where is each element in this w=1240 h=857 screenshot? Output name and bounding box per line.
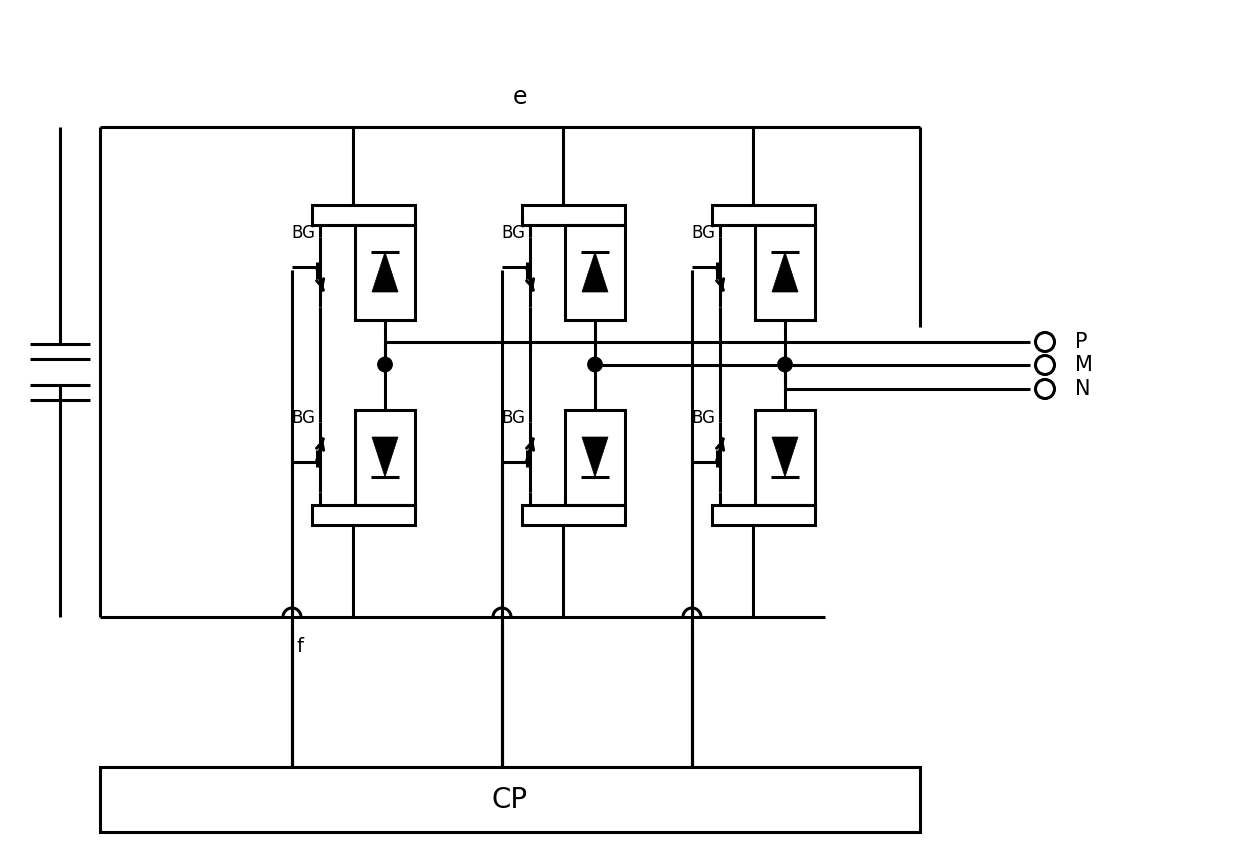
Text: BG: BG [501, 224, 525, 242]
Bar [355, 410, 415, 505]
Circle shape [588, 357, 603, 372]
Bar [522, 205, 625, 225]
Bar [565, 410, 625, 505]
Circle shape [378, 357, 392, 372]
Text: e: e [513, 85, 527, 109]
Text: BG: BG [691, 409, 715, 427]
Text: BG: BG [291, 224, 315, 242]
Polygon shape [372, 252, 398, 292]
Text: P: P [1075, 332, 1087, 352]
Text: BG: BG [691, 224, 715, 242]
Text: M: M [1075, 355, 1092, 375]
Text: f: f [296, 637, 304, 656]
Bar [755, 225, 815, 320]
Bar [312, 205, 415, 225]
Bar [522, 505, 625, 524]
Polygon shape [582, 437, 608, 477]
Text: BG: BG [291, 409, 315, 427]
Text: CP: CP [492, 786, 528, 813]
Bar [755, 410, 815, 505]
Bar [712, 205, 815, 225]
Polygon shape [582, 252, 608, 292]
Bar [712, 505, 815, 524]
Bar [100, 767, 920, 832]
Bar [355, 225, 415, 320]
Text: N: N [1075, 379, 1090, 399]
Bar [565, 225, 625, 320]
Polygon shape [773, 437, 799, 477]
Bar [312, 505, 415, 524]
Circle shape [777, 357, 792, 372]
Polygon shape [773, 252, 799, 292]
Text: BG: BG [501, 409, 525, 427]
Polygon shape [372, 437, 398, 477]
